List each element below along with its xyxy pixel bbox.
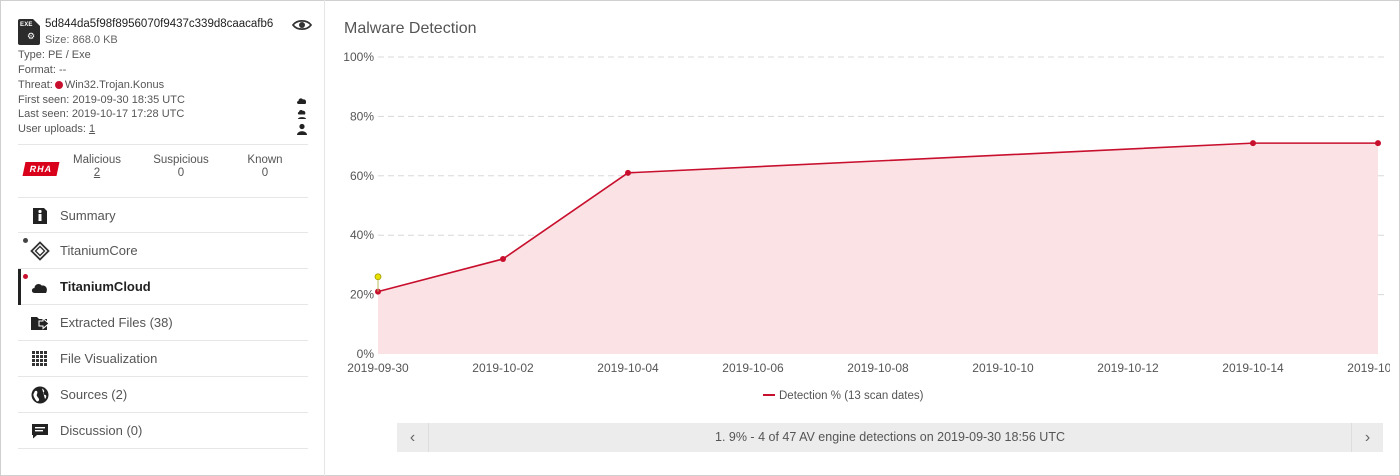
threat-dot (54, 81, 63, 89)
user-icon (297, 123, 307, 135)
chat-icon (32, 424, 48, 439)
detection-area (378, 143, 1378, 354)
malicious-count[interactable]: 2 (93, 167, 101, 179)
last-seen: Last seen: 2019-10-17 17:28 UTC (18, 107, 308, 121)
x-tick-label: 2019-10-10 (972, 361, 1034, 375)
legend-label: Detection % (13 scan dates) (779, 390, 924, 402)
eye-icon[interactable] (292, 19, 312, 31)
x-tick-label: 2019-10-08 (847, 361, 909, 375)
highlight-point (374, 273, 382, 281)
detection-summary: 1. 9% - 4 of 47 AV engine detections on … (715, 430, 1065, 444)
x-tick-label: 2019-10-12 (1097, 361, 1159, 375)
file-type: Type: PE / Exe (18, 49, 91, 61)
extracted-files-icon (31, 317, 50, 330)
suspicious-count: 0 (177, 167, 185, 179)
y-tick-label: 100% (343, 50, 374, 64)
sidebar-item-sources[interactable]: Sources (2) (18, 377, 308, 413)
diamond-icon (30, 241, 50, 261)
x-tick-label: 2019-10-04 (597, 361, 659, 375)
sidebar-item-label: TitaniumCore (60, 243, 138, 258)
sidebar-item-discussion[interactable]: Discussion (0) (18, 413, 308, 449)
data-point (625, 169, 631, 176)
file-threat: Threat: Win32.Trojan.Konus (18, 79, 165, 91)
data-point (1375, 140, 1381, 147)
page-title: Malware Detection (344, 20, 477, 37)
x-tick-label: 2019-10-14 (1222, 361, 1284, 375)
sidebar-item-summary[interactable]: Summary (18, 197, 308, 233)
globe-icon (31, 386, 49, 404)
y-tick-label: 60% (350, 169, 374, 183)
cloud-icon (31, 283, 47, 293)
x-tick-label: 2019-10-06 (722, 361, 784, 375)
detection-pager: ‹ 1. 9% - 4 of 47 AV engine detections o… (397, 423, 1383, 452)
sidebar-item-titaniumcloud[interactable]: TitaniumCloud (18, 269, 308, 305)
sidebar-item-label: TitaniumCloud (60, 279, 151, 294)
area-fill (378, 143, 1378, 354)
user-uploads: User uploads: 1 (18, 122, 308, 136)
next-button[interactable]: › (1351, 423, 1383, 452)
stat-known: Known 0 (225, 154, 305, 179)
divider (18, 144, 308, 145)
grid-icon (32, 351, 47, 366)
file-format: Format: -- (18, 64, 67, 76)
y-tick-label: 80% (350, 109, 374, 123)
cloud-icon (297, 98, 307, 104)
stat-suspicious: Suspicious 0 (141, 154, 221, 179)
first-seen: First seen: 2019-09-30 18:35 UTC (18, 93, 308, 107)
status-dot (23, 274, 28, 279)
sidebar-nav: Summary TitaniumCore TitaniumCloud Extra… (18, 197, 308, 449)
classification-stats: RHA Malicious 2 Suspicious 0 Known 0 (18, 152, 308, 188)
sidebar-item-extracted-files[interactable]: Extracted Files (38) (18, 305, 308, 341)
y-tick-label: 0% (357, 347, 375, 361)
info-icon (33, 208, 47, 224)
data-point (500, 255, 506, 262)
y-tick-label: 40% (350, 228, 374, 242)
sidebar-item-label: Extracted Files (38) (60, 315, 173, 330)
x-tick-labels: 2019-09-30 2019-10-02 2019-10-04 2019-10-06… (347, 361, 1390, 375)
data-point (1250, 140, 1256, 147)
rha-logo: RHA (22, 162, 60, 176)
cloud-user-icon (297, 109, 306, 119)
data-points (374, 140, 1381, 295)
malware-detection-chart: 0%20%40%60%80%100% 2019-09-30 2019-10-02 2… (343, 50, 1390, 402)
user-uploads-link[interactable]: 1 (88, 123, 96, 135)
x-tick-label: 2019-10-02 (472, 361, 534, 375)
x-tick-label: 2019-09-30 (347, 361, 409, 375)
previous-button[interactable]: ‹ (397, 423, 429, 452)
sidebar: EXE ⚙ 5d844da5f98f8956070f9437c339d8caac… (0, 0, 325, 476)
threat-name: Win32.Trojan.Konus (64, 79, 165, 91)
sidebar-item-label: Sources (2) (60, 387, 128, 402)
known-count: 0 (261, 167, 269, 179)
sidebar-item-titaniumcore[interactable]: TitaniumCore (18, 233, 308, 269)
exe-file-icon: EXE ⚙ (18, 19, 40, 45)
status-dot (23, 238, 28, 243)
stat-malicious: Malicious 2 (57, 154, 137, 179)
x-tick-label: 2019-10-16 (1347, 361, 1390, 375)
sidebar-item-file-visualization[interactable]: File Visualization (18, 341, 308, 377)
file-hash[interactable]: 5d844da5f98f8956070f9437c339d8caacafb6 (45, 18, 274, 30)
sidebar-item-label: Summary (60, 207, 116, 223)
y-tick-labels: 0% 20% 40% 60% 80% 100% (343, 50, 374, 361)
sidebar-item-label: File Visualization (60, 351, 158, 366)
file-size: Size: 868.0 KB (45, 34, 118, 46)
y-tick-label: 20% (350, 288, 374, 302)
sidebar-item-label: Discussion (0) (60, 423, 143, 438)
chart-legend: Detection % (13 scan dates) (763, 390, 924, 402)
